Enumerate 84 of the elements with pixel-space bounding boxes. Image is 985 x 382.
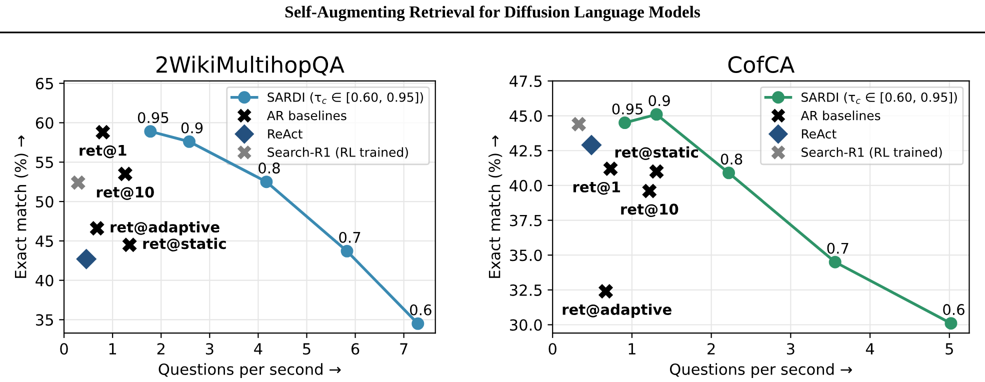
x-tick-label: 3 xyxy=(206,343,214,355)
y-tick-label: 37.5 xyxy=(510,214,542,226)
y-tick-label: 35 xyxy=(36,314,53,326)
point xyxy=(598,284,614,299)
legend-label: Search-R1 (RL trained) xyxy=(268,147,408,158)
y-tick-label: 65 xyxy=(36,78,53,90)
point xyxy=(642,184,657,198)
legend-label: SARDI (τ$_{c}$ ∈ [0.60, 0.95]) xyxy=(802,92,957,104)
y-tick-label: 32.5 xyxy=(510,284,542,296)
point xyxy=(260,176,273,188)
point xyxy=(581,134,602,156)
y-tick-label: 42.5 xyxy=(510,145,542,157)
annotation: 0.9 xyxy=(648,95,670,106)
annotation: ret@10 xyxy=(96,186,154,200)
annotation: ret@10 xyxy=(621,204,678,218)
y-tick-label: 60 xyxy=(36,117,54,129)
legend-label: SARDI (τ$_{c}$ ∈ [0.60, 0.95]) xyxy=(268,92,424,104)
annotation: 0.7 xyxy=(339,232,360,243)
point xyxy=(944,317,958,330)
annotation: ret@adaptive xyxy=(110,221,220,236)
point xyxy=(76,248,97,270)
point xyxy=(90,221,104,236)
y-axis-title: Exact match (%) → xyxy=(14,136,28,278)
y-tick-label: 30.0 xyxy=(510,319,542,331)
x-tick-label: 2 xyxy=(157,343,164,354)
y-tick-label: 40 xyxy=(36,274,54,286)
x-tick-label: 1 xyxy=(628,343,636,354)
annotation: ret@1 xyxy=(80,145,126,158)
legend-label: AR baselines xyxy=(800,110,880,120)
annotation: 0.8 xyxy=(258,162,280,174)
x-tick-label: 3 xyxy=(786,343,794,355)
legend-label: AR baselines xyxy=(266,110,346,120)
x-tick-label: 7 xyxy=(400,343,408,354)
annotation: 0.95 xyxy=(138,112,168,124)
point xyxy=(650,108,663,121)
annotation: ret@1 xyxy=(573,182,620,195)
y-tick-label: 35.0 xyxy=(510,250,542,262)
y-tick-label: 55 xyxy=(36,156,53,168)
annotation: 0.95 xyxy=(612,103,643,115)
x-tick-label: 4 xyxy=(254,343,262,354)
x-axis-title: Questions per second → xyxy=(158,363,341,378)
point xyxy=(340,244,354,258)
x-tick-label: 0 xyxy=(60,343,68,355)
annotation: 0.8 xyxy=(720,154,742,165)
text: Self-Augmenting Retrieval for Diffusion Language Models xyxy=(285,6,700,22)
annotation: 0.6 xyxy=(410,304,432,316)
legend-label: ReAct xyxy=(802,129,836,139)
x-tick-label: 5 xyxy=(946,343,953,355)
point xyxy=(618,116,632,130)
legend-label: Search-R1 (RL trained) xyxy=(802,147,942,158)
point xyxy=(828,256,842,268)
point xyxy=(96,124,110,140)
x-tick-label: 5 xyxy=(303,343,310,355)
point xyxy=(412,317,424,330)
point xyxy=(122,238,137,252)
annotation: ret@static xyxy=(615,146,698,160)
annotation: 0.9 xyxy=(181,122,203,134)
x-tick-label: 2 xyxy=(708,343,715,354)
annotation: 0.7 xyxy=(827,242,848,254)
point xyxy=(722,166,736,180)
chart-title: CofCA xyxy=(728,56,795,73)
x-tick-label: 4 xyxy=(866,343,874,354)
y-tick-label: 47.5 xyxy=(510,76,542,88)
x-tick-label: 6 xyxy=(351,343,360,355)
point xyxy=(183,135,196,148)
annotation: ret@adaptive xyxy=(562,304,672,318)
point xyxy=(144,125,157,138)
point xyxy=(649,164,664,179)
point xyxy=(571,116,586,132)
point xyxy=(118,166,132,182)
legend-label: ReAct xyxy=(268,129,302,139)
point xyxy=(603,161,618,176)
y-axis-title: Exact match (%) → xyxy=(488,136,502,278)
point xyxy=(70,175,86,190)
y-tick-label: 45.0 xyxy=(510,110,542,122)
annotation: 0.6 xyxy=(943,304,964,316)
x-tick-label: 0 xyxy=(548,343,556,355)
y-tick-label: 45 xyxy=(36,236,53,247)
y-tick-label: 50 xyxy=(36,196,54,208)
annotation: ret@static xyxy=(143,238,226,252)
x-axis-title: Questions per second → xyxy=(670,363,852,378)
chart-title: 2WikiMultihopQA xyxy=(156,56,344,78)
x-tick-label: 1 xyxy=(109,343,116,354)
y-tick-label: 40.0 xyxy=(510,180,542,192)
